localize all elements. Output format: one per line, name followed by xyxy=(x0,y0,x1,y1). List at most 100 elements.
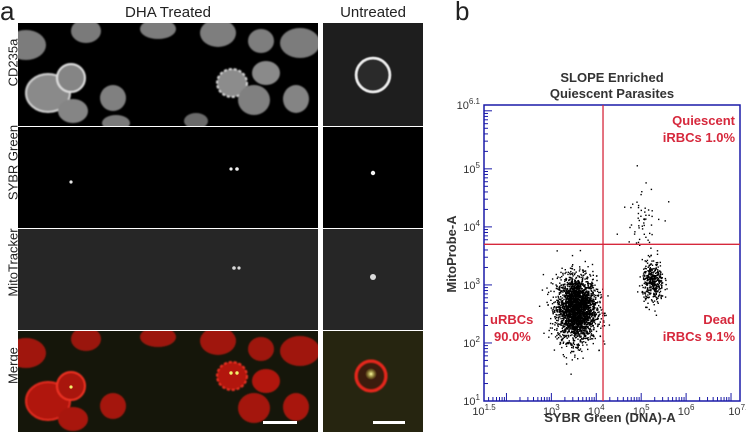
event-dot xyxy=(579,266,581,268)
event-dot xyxy=(651,300,653,302)
event-dot xyxy=(570,307,572,310)
event-dot xyxy=(661,277,663,279)
event-dot xyxy=(566,309,568,312)
event-dot xyxy=(584,270,587,272)
event-dot xyxy=(584,313,586,315)
event-dot xyxy=(564,331,566,333)
event-dot xyxy=(645,218,647,220)
event-dot xyxy=(556,322,558,324)
event-dot xyxy=(580,282,583,285)
event-dot xyxy=(560,339,563,341)
image-sybr-dha xyxy=(18,127,318,228)
event-dot xyxy=(659,265,662,267)
event-dot xyxy=(574,331,576,334)
event-dot xyxy=(564,285,566,288)
event-dot xyxy=(644,272,647,274)
event-dot xyxy=(656,263,658,266)
event-dot xyxy=(574,304,576,307)
event-dot xyxy=(657,274,659,277)
event-dot xyxy=(573,334,575,337)
event-dot xyxy=(647,297,650,299)
quadrant-label-urbcs-line1: uRBCs xyxy=(490,312,533,327)
event-dot xyxy=(567,302,570,304)
event-dot xyxy=(581,331,583,333)
event-dot xyxy=(566,343,568,345)
event-dot xyxy=(586,291,588,293)
event-dot xyxy=(577,299,580,301)
event-dot xyxy=(570,310,572,312)
event-dot xyxy=(573,282,576,285)
event-dot xyxy=(550,333,553,335)
event-dot xyxy=(585,332,587,334)
event-dot xyxy=(557,333,560,336)
event-dot xyxy=(551,327,553,329)
event-dot xyxy=(643,268,645,270)
event-dot xyxy=(586,287,588,289)
event-dot xyxy=(594,337,596,340)
event-dot xyxy=(652,301,654,303)
event-dot xyxy=(655,293,657,295)
event-dot xyxy=(577,298,579,300)
event-dot xyxy=(586,326,588,328)
event-dot xyxy=(567,301,570,304)
event-dot xyxy=(604,343,606,345)
event-dot xyxy=(657,286,659,288)
event-dot xyxy=(653,289,656,291)
event-dot xyxy=(571,331,574,333)
event-dot xyxy=(569,294,572,297)
event-dot xyxy=(592,334,595,337)
event-dot xyxy=(571,344,573,346)
event-dot xyxy=(581,341,583,343)
event-dot xyxy=(566,317,568,319)
event-dot xyxy=(577,282,580,285)
event-dot xyxy=(575,336,578,338)
event-dot xyxy=(542,273,545,276)
event-dot xyxy=(638,238,641,241)
event-dot xyxy=(661,282,663,284)
event-dot xyxy=(563,313,566,315)
event-dot xyxy=(563,312,566,314)
event-dot xyxy=(651,287,654,290)
event-dot xyxy=(646,277,648,279)
event-dot xyxy=(571,277,573,279)
event-dot xyxy=(590,338,593,340)
event-dot xyxy=(568,298,570,300)
event-dot xyxy=(546,301,548,304)
event-dot xyxy=(599,306,602,309)
event-dot xyxy=(649,274,652,276)
event-dot xyxy=(648,272,650,274)
event-dot xyxy=(650,286,652,288)
event-dot xyxy=(644,291,646,294)
event-dot xyxy=(648,292,650,294)
event-dot xyxy=(561,297,563,299)
event-dot xyxy=(564,328,566,330)
event-dot xyxy=(603,325,606,327)
event-dot xyxy=(583,289,586,291)
event-dot xyxy=(553,349,556,351)
event-dot xyxy=(653,295,656,298)
event-dot xyxy=(587,324,589,326)
event-dot xyxy=(576,291,578,294)
event-dot xyxy=(585,330,587,332)
event-dot xyxy=(645,260,647,263)
event-dot xyxy=(587,337,589,339)
event-dot xyxy=(652,288,655,290)
event-dot xyxy=(590,283,592,285)
event-dot xyxy=(587,312,589,314)
event-dot xyxy=(583,291,585,293)
event-dot xyxy=(565,303,567,305)
event-dot xyxy=(587,308,590,311)
event-dot xyxy=(574,297,577,299)
x-tick-label: 101.5 xyxy=(472,403,496,418)
event-dot xyxy=(589,308,592,310)
event-dot xyxy=(562,307,565,310)
event-dot xyxy=(648,281,651,283)
event-dot xyxy=(578,320,581,322)
event-dot xyxy=(656,271,658,274)
event-dot xyxy=(657,266,659,268)
event-dot xyxy=(586,337,589,340)
event-dot xyxy=(588,287,590,290)
event-dot xyxy=(567,314,570,317)
event-dot xyxy=(553,306,555,309)
event-dot xyxy=(560,301,562,303)
